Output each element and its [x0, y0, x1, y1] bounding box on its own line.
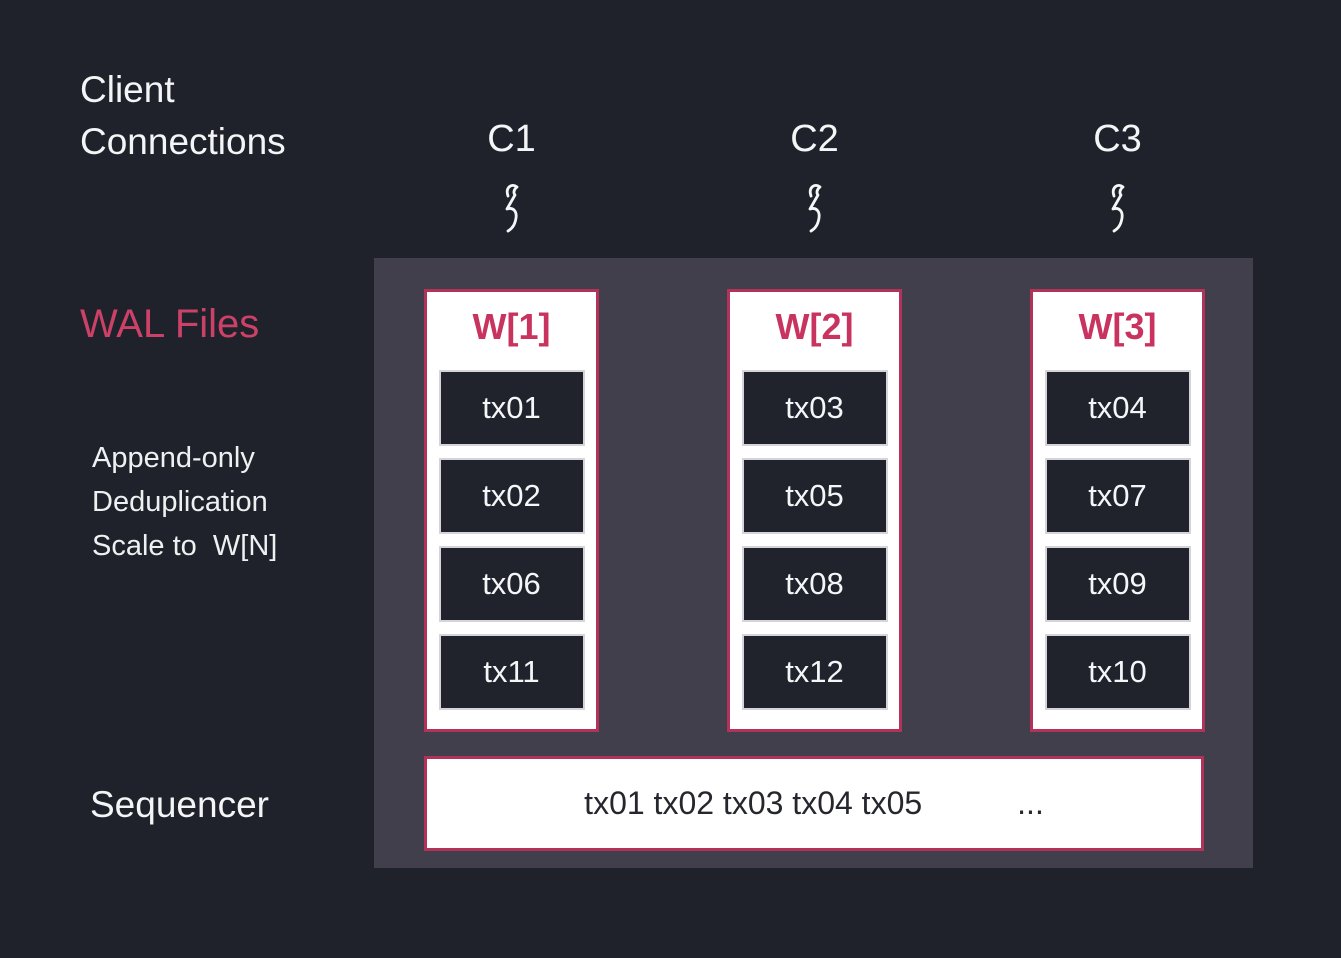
sequencer-box: tx01 tx02 tx03 tx04 tx05 ... — [424, 756, 1204, 851]
wal-file-title: W[2] — [775, 306, 854, 347]
transaction-box: tx10 — [1046, 636, 1189, 708]
sequencer-label: Sequencer — [90, 784, 269, 825]
transaction-box: tx01 — [440, 372, 583, 444]
client-label-c3: C3 — [1093, 118, 1142, 160]
transaction-box: tx03 — [743, 372, 886, 444]
transaction-box: tx05 — [743, 460, 886, 532]
wal-files-label: WAL Files — [80, 302, 260, 346]
transaction-box: tx04 — [1046, 372, 1189, 444]
client-label-c1: C1 — [487, 118, 536, 160]
sequencer-ellipsis: ... — [1017, 785, 1044, 821]
wal-file-title: W[3] — [1078, 306, 1157, 347]
transaction-box: tx02 — [440, 460, 583, 532]
transaction-box: tx08 — [743, 548, 886, 620]
client-label-c2: C2 — [790, 118, 839, 160]
wal-file-w2: W[2] tx03 tx05 tx08 tx12 — [727, 289, 902, 732]
transaction-box: tx11 — [440, 636, 583, 708]
client-connections-label: Client Connections — [80, 69, 286, 162]
transaction-box: tx06 — [440, 548, 583, 620]
sequencer-content: tx01 tx02 tx03 tx04 tx05 — [584, 785, 923, 821]
transaction-list: tx03 tx05 tx08 tx12 — [730, 372, 899, 708]
wal-file-w3: W[3] tx04 tx07 tx09 tx10 — [1030, 289, 1205, 732]
transaction-box: tx12 — [743, 636, 886, 708]
wal-file-title: W[1] — [472, 306, 551, 347]
transaction-box: tx09 — [1046, 548, 1189, 620]
wal-file-w1: W[1] tx01 tx02 tx06 tx11 — [424, 289, 599, 732]
connection-squiggle-icon — [1030, 182, 1205, 234]
connection-squiggle-icon — [424, 182, 599, 234]
wal-notes: Append-only Deduplication Scale to W[N] — [92, 442, 278, 562]
transaction-box: tx07 — [1046, 460, 1189, 532]
connection-squiggle-icon — [727, 182, 902, 234]
transaction-list: tx01 tx02 tx06 tx11 — [427, 372, 596, 708]
transaction-list: tx04 tx07 tx09 tx10 — [1033, 372, 1202, 708]
